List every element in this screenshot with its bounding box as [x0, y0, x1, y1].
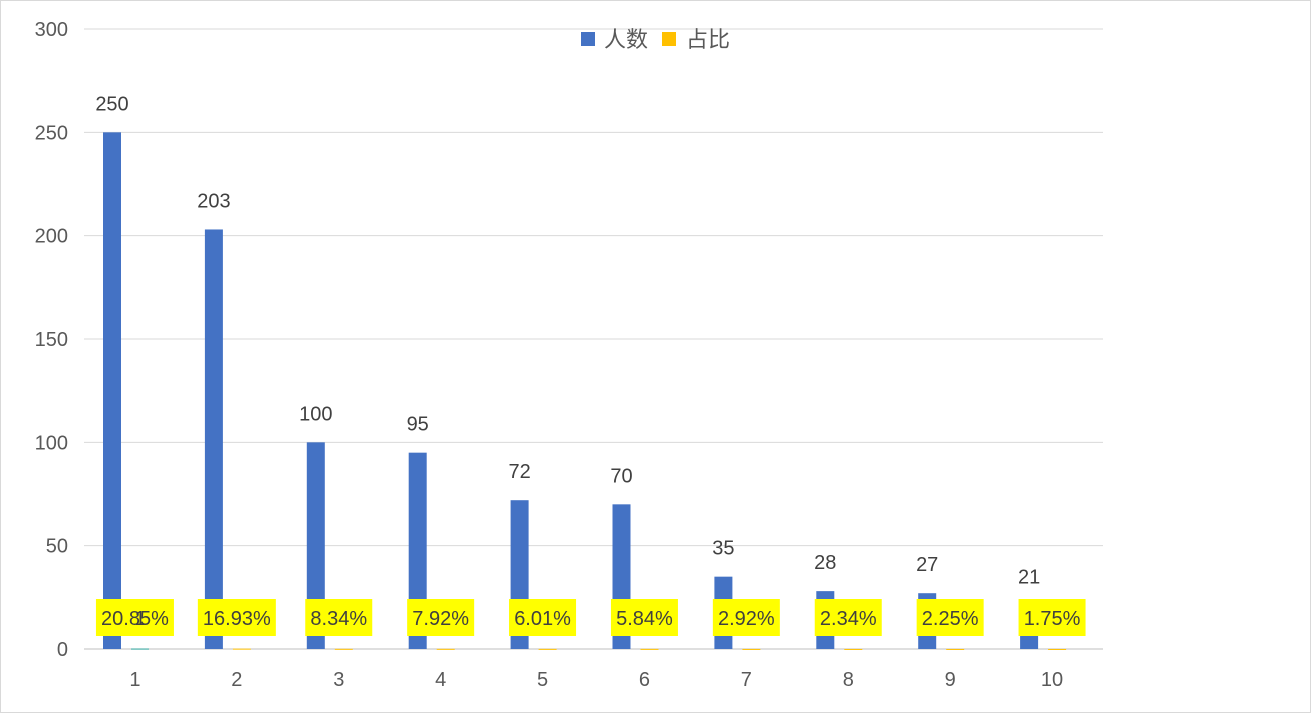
x-tick-label: 10 [1041, 669, 1063, 691]
bar-zhanbi [946, 648, 965, 650]
bar-zhanbi [1048, 648, 1067, 650]
x-tick-label: 2 [231, 669, 242, 691]
percent-label-bg [916, 599, 984, 636]
x-tick-label: 6 [639, 669, 650, 691]
x-tick-label: 8 [843, 669, 854, 691]
legend-label-renshu: 人数 [604, 28, 648, 53]
bar-zhanbi [334, 648, 353, 650]
bars: 250 20.85%1 203 16.93% 100 8.34% 95 7.92% 72 6.01… [95, 93, 1086, 650]
percent-label-bg [1018, 599, 1086, 636]
legend: 人数 占比 [581, 28, 730, 53]
data-label-renshu: 95 [407, 414, 429, 436]
data-label-renshu: 35 [712, 538, 734, 560]
bar-renshu [103, 132, 121, 650]
bar-zhanbi [232, 648, 251, 650]
percent-label-bg [509, 599, 577, 636]
y-tick-label: 50 [46, 536, 68, 558]
data-label-renshu: 21 [1018, 567, 1040, 589]
gridlines [84, 28, 1103, 650]
data-label-renshu: 70 [610, 465, 632, 487]
percent-label: 2.34% [820, 608, 877, 630]
percent-label-bg [712, 599, 780, 636]
x-tick-label: 4 [435, 669, 446, 691]
bar-zhanbi [640, 648, 659, 650]
percent-label: 20.85% [101, 608, 169, 630]
percent-label-bg [95, 599, 174, 636]
percent-label: 8.34% [310, 608, 367, 630]
percent-label: 7.92% [412, 608, 469, 630]
y-tick-label: 300 [35, 19, 68, 41]
x-tick-label: 7 [741, 669, 752, 691]
y-tick-label: 0 [57, 639, 68, 661]
y-axis: 0 50 100 150 200 250 300 [35, 19, 68, 661]
bar-renshu [204, 229, 223, 649]
percent-label-bg [305, 599, 373, 636]
x-tick-label: 3 [333, 669, 344, 691]
percent-data-label-extra: 1 [134, 608, 145, 630]
bar-zhanbi [538, 648, 557, 650]
legend-label-zhanbi: 占比 [686, 28, 730, 53]
bar-zhanbi [844, 648, 863, 650]
y-tick-label: 200 [35, 226, 68, 248]
bar-zhanbi [131, 648, 149, 650]
bar-renshu [306, 442, 325, 649]
data-label-renshu: 72 [508, 461, 530, 483]
percent-label: 2.92% [718, 608, 775, 630]
x-tick-label: 1 [129, 669, 140, 691]
y-tick-label: 250 [35, 122, 68, 144]
percent-label: 5.84% [616, 608, 673, 630]
data-label-renshu: 27 [916, 554, 938, 576]
percent-label-bg [197, 599, 276, 636]
data-label-renshu: 28 [814, 552, 836, 574]
legend-swatch-zhanbi [662, 32, 676, 46]
x-axis: 1 2 3 4 5 6 7 8 9 10 [129, 669, 1063, 691]
data-label-renshu: 100 [299, 403, 332, 425]
percent-label-bg [814, 599, 882, 636]
percent-label: 6.01% [514, 608, 571, 630]
y-tick-label: 100 [35, 432, 68, 454]
percent-label: 16.93% [203, 608, 271, 630]
percent-label: 1.75% [1024, 608, 1081, 630]
percent-label-bg [407, 599, 475, 636]
bar-zhanbi [742, 648, 761, 650]
percent-label: 2.25% [922, 608, 979, 630]
data-label-renshu: 203 [197, 190, 230, 212]
x-tick-label: 9 [945, 669, 956, 691]
legend-swatch-renshu [581, 32, 595, 46]
data-label-renshu: 250 [95, 93, 128, 115]
x-tick-label: 5 [537, 669, 548, 691]
y-tick-label: 150 [35, 329, 68, 351]
bar-zhanbi [436, 648, 455, 650]
percent-label-bg [610, 599, 678, 636]
